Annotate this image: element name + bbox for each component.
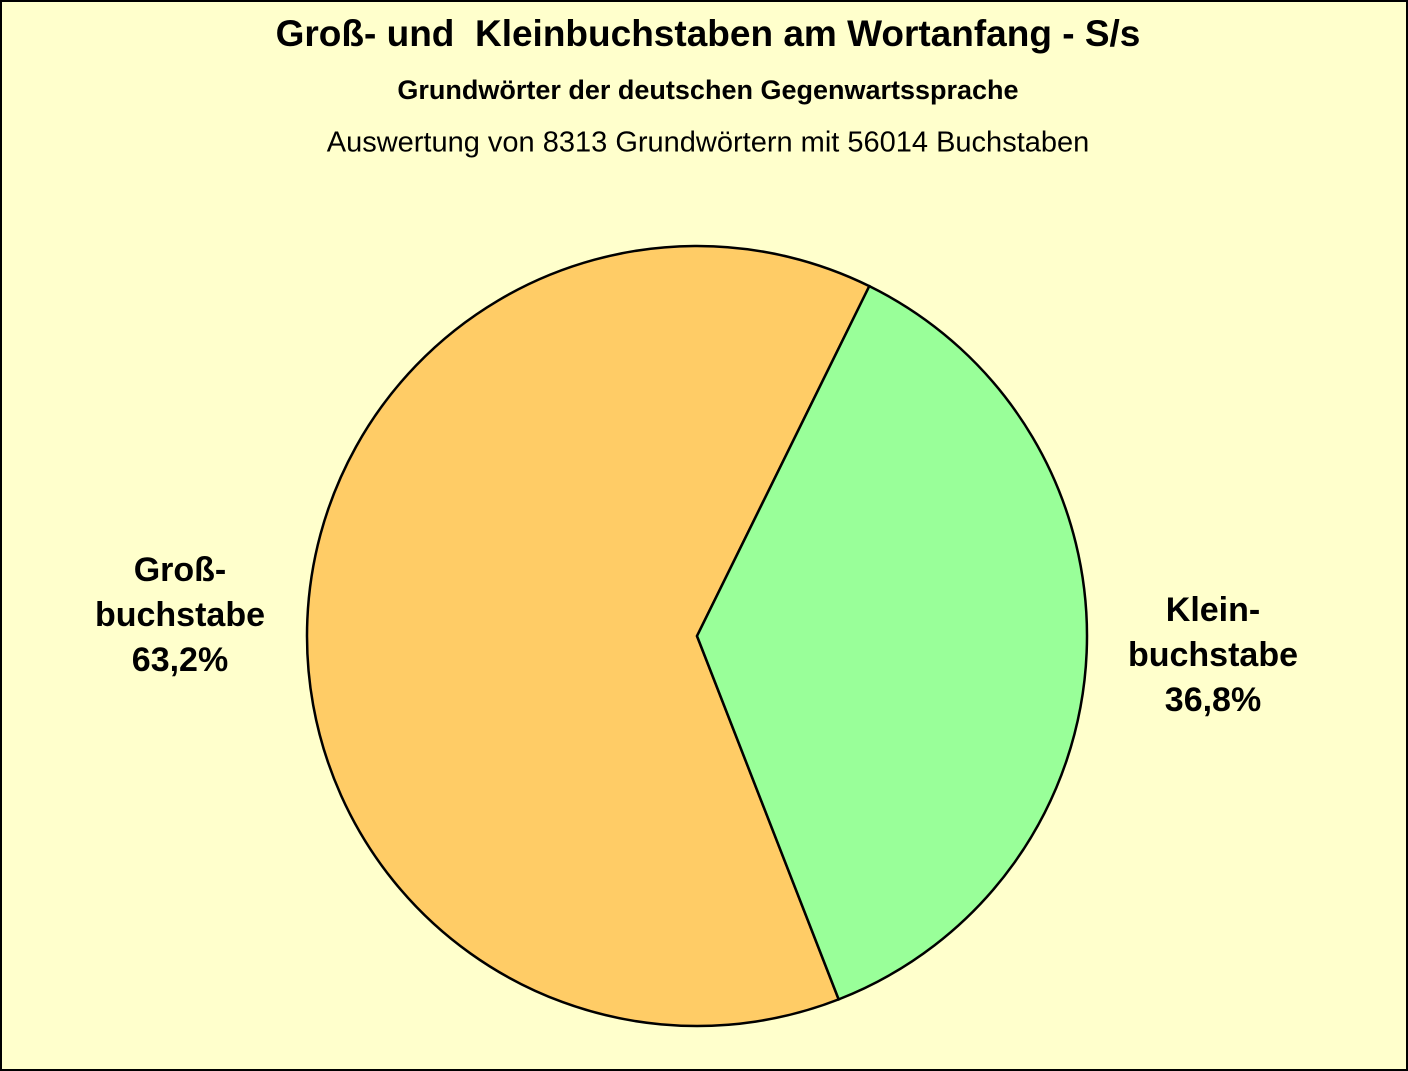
pie-slice [695, 284, 1089, 1001]
chart-subtitle: Grundwörter der deutschen Gegenwartsspra… [397, 75, 1018, 105]
chart-title: Groß- und Kleinbuchstaben am Wortanfang … [276, 13, 1141, 54]
slice-label: Groß- [134, 551, 227, 589]
slice-label: Klein- [1166, 591, 1260, 629]
slice-label: buchstabe [95, 596, 265, 634]
value-label: 36,8% [1165, 681, 1261, 719]
chart-note: Auswertung von 8313 Grundwörtern mit 560… [327, 127, 1090, 159]
pie-slice [305, 244, 871, 1028]
value-label: 63,2% [132, 641, 228, 679]
slice-label: buchstabe [1128, 636, 1298, 674]
